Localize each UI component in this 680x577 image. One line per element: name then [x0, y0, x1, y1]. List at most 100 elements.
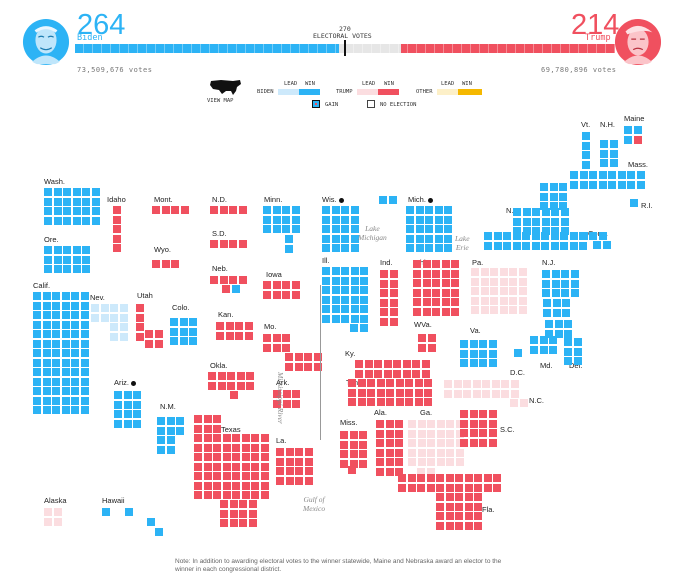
- state-tile-utah[interactable]: [145, 330, 153, 338]
- state-tile-okla[interactable]: [208, 372, 216, 380]
- state-tile-n-j[interactable]: [551, 289, 560, 297]
- state-tile-mich[interactable]: [425, 234, 433, 243]
- state-tile-texas[interactable]: [203, 453, 212, 461]
- state-tile-tenn[interactable]: [414, 398, 423, 406]
- state-tile-calif[interactable]: [42, 311, 51, 319]
- state-tile-fla[interactable]: [455, 474, 463, 482]
- state-tile-mich[interactable]: [425, 244, 433, 252]
- state-tile-ore[interactable]: [53, 265, 62, 273]
- state-tile-alaska[interactable]: [53, 518, 62, 526]
- state-tile-mo[interactable]: [272, 343, 281, 352]
- state-tile-n-j[interactable]: [561, 270, 569, 278]
- state-tile-ore[interactable]: [82, 255, 90, 264]
- state-tile-ala[interactable]: [376, 467, 384, 476]
- state-tile-ill[interactable]: [360, 314, 368, 323]
- state-tile-n-y[interactable]: [493, 241, 502, 250]
- state-tile-ga[interactable]: [408, 429, 416, 438]
- state-tile-n-c[interactable]: [463, 389, 471, 398]
- state-tile-texas[interactable]: [220, 509, 228, 518]
- state-tile-texas[interactable]: [248, 500, 257, 508]
- state-tile-okla[interactable]: [230, 391, 238, 399]
- state-tile-wis[interactable]: [350, 225, 359, 233]
- state-tile-fla[interactable]: [464, 474, 473, 482]
- state-tile-ill[interactable]: [322, 276, 330, 285]
- state-tile-n-c[interactable]: [519, 399, 528, 407]
- state-tile-iowa[interactable]: [291, 281, 300, 289]
- state-tile-wash[interactable]: [72, 197, 81, 206]
- state-tile-fla[interactable]: [483, 474, 492, 482]
- state-tile-fla[interactable]: [417, 474, 425, 482]
- state-tile-calif[interactable]: [71, 406, 79, 414]
- state-tile-n-y[interactable]: [531, 241, 540, 250]
- state-tile-n-j[interactable]: [561, 289, 569, 297]
- state-tile-calif[interactable]: [33, 292, 41, 300]
- state-tile-calif[interactable]: [33, 406, 41, 414]
- state-tile-texas[interactable]: [260, 481, 269, 490]
- state-tile-minn[interactable]: [291, 225, 300, 233]
- state-tile-n-c[interactable]: [501, 380, 509, 388]
- state-tile-texas[interactable]: [260, 472, 269, 480]
- state-tile-wyo[interactable]: [171, 260, 179, 268]
- state-tile-md[interactable]: [554, 329, 563, 338]
- state-tile-ill[interactable]: [350, 286, 359, 294]
- state-tile-texas[interactable]: [222, 481, 231, 490]
- state-tile-s-c[interactable]: [460, 438, 468, 447]
- state-tile-calif[interactable]: [61, 292, 70, 300]
- state-tile-tenn[interactable]: [376, 388, 385, 397]
- state-tile-mich[interactable]: [415, 244, 424, 252]
- state-tile-tenn[interactable]: [376, 398, 385, 406]
- state-tile-wis[interactable]: [350, 215, 359, 224]
- state-tile-ariz[interactable]: [114, 419, 122, 428]
- state-tile-mont[interactable]: [161, 206, 170, 214]
- state-tile-calif[interactable]: [33, 301, 41, 310]
- state-tile-n-y[interactable]: [560, 208, 569, 216]
- state-tile-ala[interactable]: [395, 439, 403, 447]
- state-tile-ohio[interactable]: [413, 269, 421, 278]
- state-tile-n-j[interactable]: [562, 308, 570, 317]
- state-tile-n-y[interactable]: [541, 208, 550, 216]
- state-tile-wash[interactable]: [53, 197, 62, 206]
- state-tile-calif[interactable]: [71, 301, 79, 310]
- state-tile-ill[interactable]: [360, 267, 368, 275]
- state-tile-fla[interactable]: [426, 474, 435, 482]
- state-tile-pa[interactable]: [509, 277, 517, 286]
- state-tile-ill[interactable]: [331, 276, 340, 285]
- state-tile-mich[interactable]: [406, 206, 414, 214]
- state-tile-tenn[interactable]: [424, 388, 432, 397]
- state-tile-calif[interactable]: [33, 339, 41, 348]
- state-tile-okla[interactable]: [208, 381, 216, 390]
- state-tile-n-y[interactable]: [559, 183, 567, 191]
- state-tile-ark[interactable]: [292, 390, 300, 398]
- state-tile-md[interactable]: [564, 329, 572, 338]
- state-tile-fla[interactable]: [445, 512, 454, 520]
- state-tile-n-j[interactable]: [542, 289, 550, 297]
- state-tile-pa[interactable]: [518, 306, 527, 314]
- state-tile-ind[interactable]: [380, 317, 388, 326]
- state-tile-wash[interactable]: [72, 188, 81, 196]
- state-tile-ariz[interactable]: [114, 400, 122, 409]
- state-tile-del[interactable]: [573, 357, 582, 365]
- state-tile-nev[interactable]: [91, 304, 99, 312]
- state-tile-tenn[interactable]: [348, 379, 356, 387]
- state-tile-calif[interactable]: [61, 301, 70, 310]
- state-tile-mont[interactable]: [180, 206, 189, 214]
- state-tile-ind[interactable]: [380, 289, 388, 297]
- state-tile-texas[interactable]: [251, 472, 259, 480]
- state-tile-calif[interactable]: [42, 349, 51, 357]
- state-tile-n-d[interactable]: [219, 206, 228, 214]
- state-tile-texas[interactable]: [203, 424, 212, 433]
- state-tile-calif[interactable]: [42, 292, 51, 300]
- state-tile-pa[interactable]: [518, 268, 527, 276]
- state-tile-wash[interactable]: [63, 188, 71, 196]
- state-tile-la[interactable]: [285, 448, 294, 456]
- state-tile-mich[interactable]: [406, 234, 414, 243]
- state-tile-n-y[interactable]: [532, 217, 540, 226]
- state-tile-mo[interactable]: [285, 353, 293, 361]
- state-tile-texas[interactable]: [232, 434, 240, 442]
- state-tile-md[interactable]: [530, 336, 538, 344]
- state-tile-va[interactable]: [479, 359, 487, 367]
- state-tile-n-y[interactable]: [560, 227, 569, 235]
- state-tile-neb[interactable]: [222, 285, 230, 293]
- state-tile-wash[interactable]: [91, 188, 100, 196]
- state-tile-calif[interactable]: [61, 330, 70, 338]
